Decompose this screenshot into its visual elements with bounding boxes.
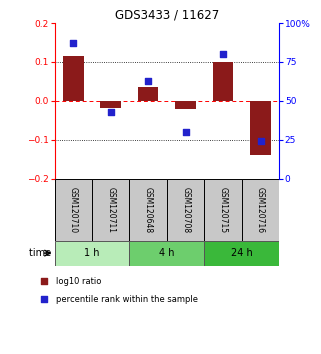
- Text: percentile rank within the sample: percentile rank within the sample: [56, 295, 198, 304]
- Bar: [63, 56, 83, 101]
- Point: [41, 279, 46, 284]
- Text: GSM120711: GSM120711: [106, 187, 115, 233]
- Text: GSM120716: GSM120716: [256, 187, 265, 233]
- Point: [258, 138, 263, 144]
- Point: [41, 296, 46, 302]
- Text: GSM120648: GSM120648: [144, 187, 153, 233]
- Text: GSM120715: GSM120715: [219, 187, 228, 233]
- Bar: [204, 241, 279, 266]
- Text: log10 ratio: log10 ratio: [56, 277, 102, 286]
- Bar: [100, 101, 121, 108]
- Point: [146, 78, 151, 84]
- Bar: [138, 87, 159, 101]
- Bar: [55, 241, 129, 266]
- Point: [71, 40, 76, 46]
- Bar: [92, 179, 129, 241]
- Bar: [204, 179, 242, 241]
- Text: GSM120710: GSM120710: [69, 187, 78, 233]
- Point: [183, 129, 188, 135]
- Bar: [250, 101, 271, 155]
- Bar: [175, 101, 196, 109]
- Bar: [129, 241, 204, 266]
- Text: 24 h: 24 h: [231, 248, 253, 258]
- Text: 4 h: 4 h: [159, 248, 175, 258]
- Bar: [242, 179, 279, 241]
- Point: [108, 109, 113, 115]
- Bar: [129, 179, 167, 241]
- Point: [221, 51, 226, 57]
- Bar: [55, 179, 92, 241]
- Bar: [167, 179, 204, 241]
- Text: time: time: [29, 248, 55, 258]
- Text: GSM120708: GSM120708: [181, 187, 190, 233]
- Text: 1 h: 1 h: [84, 248, 100, 258]
- Bar: [213, 62, 233, 101]
- Title: GDS3433 / 11627: GDS3433 / 11627: [115, 9, 219, 22]
